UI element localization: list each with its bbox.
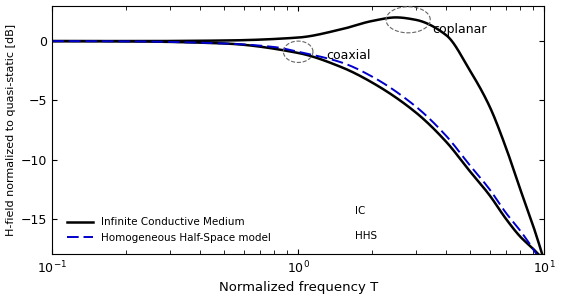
X-axis label: Normalized frequency Τ: Normalized frequency Τ xyxy=(219,281,378,294)
Text: HHS: HHS xyxy=(355,231,377,241)
Y-axis label: H-field normalized to quasi-static [dB]: H-field normalized to quasi-static [dB] xyxy=(6,24,16,236)
Text: coplanar: coplanar xyxy=(432,23,486,36)
Text: IC: IC xyxy=(355,206,365,216)
Text: coaxial: coaxial xyxy=(326,49,371,62)
Legend: Infinite Conductive Medium, Homogeneous Half-Space model: Infinite Conductive Medium, Homogeneous … xyxy=(62,213,275,247)
